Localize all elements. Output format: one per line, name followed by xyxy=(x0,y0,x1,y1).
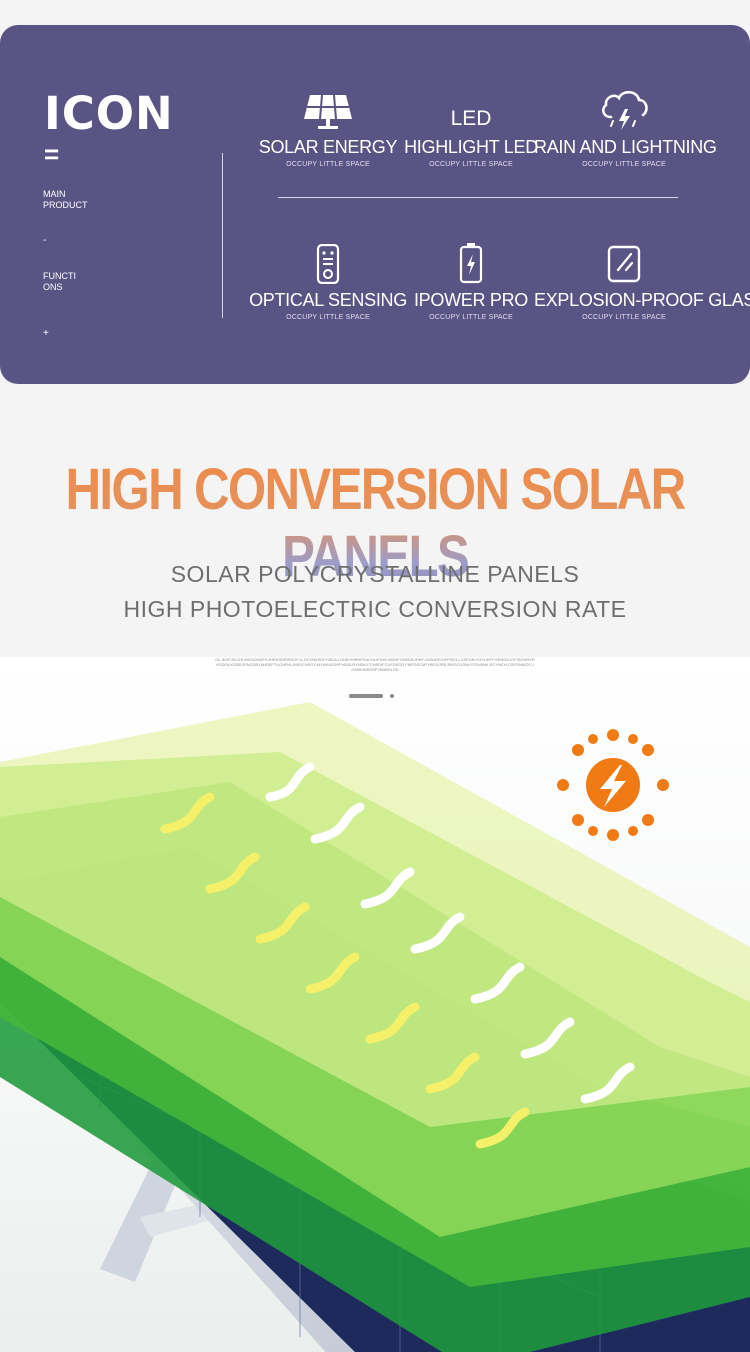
feature-solar-energy: SOLAR ENERGY OCCUPY LITTLE SPACE xyxy=(238,89,418,168)
feature-sub: OCCUPY LITTLE SPACE xyxy=(582,161,666,168)
feature-name: HIGHLIGHT LED xyxy=(404,137,538,157)
remote-control-icon xyxy=(238,242,418,284)
feature-explosion-proof-glass: EXPLOSION-PROOF GLASS OCCUPY LITTLE SPAC… xyxy=(534,242,750,321)
solar-panel-icon xyxy=(238,89,418,131)
icon-feature-panel: ICON = MAIN PRODUCT - FUNCTI ONS + SOLAR… xyxy=(0,25,750,384)
feature-highlight-led: LED HIGHLIGHT LED OCCUPY LITTLE SPACE xyxy=(381,89,561,168)
glass-icon xyxy=(534,242,714,284)
feature-optical-sensing: OPTICAL SENSING OCCUPY LITTLE SPACE xyxy=(238,242,418,321)
headline: HIGH CONVERSION SOLAR PANELS xyxy=(56,456,694,590)
plus-mark: + xyxy=(43,328,49,339)
cloud-lightning-icon xyxy=(534,89,714,131)
feature-name: OPTICAL SENSING xyxy=(249,290,407,310)
battery-icon xyxy=(381,242,561,284)
fine-print: OL.IKDFJSLDS.IHKSDHDFGJHRKSDFIRSOFJL,SCV… xyxy=(215,657,535,672)
subline-conversion-rate: HIGH PHOTOELECTRIC CONVERSION RATE xyxy=(123,596,627,622)
feature-sub: OCCUPY LITTLE SPACE xyxy=(582,314,666,321)
yellow-layer xyxy=(0,702,750,1127)
solar-panel-illustration xyxy=(0,702,750,1352)
solar-panel-photo xyxy=(0,657,750,1352)
feature-name: SOLAR ENERGY xyxy=(258,137,398,157)
feature-name: EXPLOSION-PROOF GLASS xyxy=(534,290,750,310)
vertical-divider xyxy=(222,153,223,318)
icon-title: ICON xyxy=(44,87,174,140)
led-icon: LED xyxy=(381,89,561,131)
led-icon-text: LED xyxy=(450,107,492,130)
carousel-dot-active[interactable] xyxy=(349,694,383,698)
feature-name: IPOWER PRO xyxy=(413,290,528,310)
sun-lightning-icon xyxy=(557,729,669,841)
feature-sub: OCCUPY LITTLE SPACE xyxy=(429,161,513,168)
feature-sub: OCCUPY LITTLE SPACE xyxy=(429,314,513,321)
equals-mark: = xyxy=(44,139,60,169)
feature-name: RAIN AND LIGHTNING xyxy=(534,137,717,157)
feature-sub: OCCUPY LITTLE SPACE xyxy=(286,161,370,168)
horizontal-divider xyxy=(278,197,678,198)
light-arrows xyxy=(160,762,635,1149)
feature-rain-lightning: RAIN AND LIGHTNING OCCUPY LITTLE SPACE xyxy=(534,89,717,168)
feature-sub: OCCUPY LITTLE SPACE xyxy=(286,314,370,321)
functions-label: FUNCTI ONS xyxy=(43,271,76,292)
feature-ipower-pro: IPOWER PRO OCCUPY LITTLE SPACE xyxy=(381,242,561,321)
subline-polycrystalline: SOLAR POLYCRYSTALLINE PANELS xyxy=(170,561,580,587)
dash-mark: - xyxy=(43,235,47,246)
main-product-label: MAIN PRODUCT xyxy=(43,189,88,210)
carousel-dot[interactable] xyxy=(390,694,394,698)
